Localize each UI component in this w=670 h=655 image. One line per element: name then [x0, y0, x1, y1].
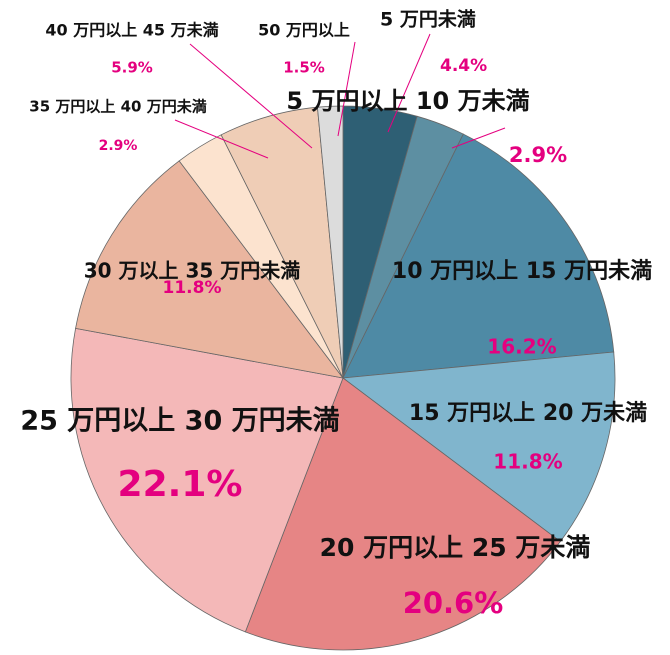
leader-line [189, 43, 313, 149]
slice-label: 35 万円以上 40 万円未満 [29, 98, 206, 116]
pie-slice [75, 160, 344, 379]
slice-label: 30 万以上 35 万円未満 [84, 259, 301, 283]
slice-label: 15 万円以上 20 万未満 [409, 400, 647, 426]
slice-percent-label: 20.6% [403, 586, 504, 620]
slice-percent-label: 2.9% [99, 138, 138, 154]
pie-slice [342, 133, 615, 379]
slice-label: 25 万円以上 30 万円未満 [20, 406, 339, 437]
leader-line [451, 127, 506, 149]
slice-percent-label: 11.8% [493, 450, 562, 474]
slice-label: 20 万円以上 25 万未満 [320, 533, 591, 562]
slice-percent-label: 22.1% [118, 464, 243, 505]
slice-percent-label: 2.9% [509, 143, 567, 167]
slice-label: 50 万円以上 [258, 21, 350, 40]
pie-slice [70, 327, 344, 633]
slice-label: 40 万円以上 45 万未満 [45, 21, 218, 40]
slice-label: 5 万円未満 [380, 8, 476, 31]
slice-label: 5 万円以上 10 万未満 [286, 87, 529, 115]
slice-percent-label: 16.2% [487, 335, 556, 359]
slice-percent-label: 5.9% [111, 59, 153, 77]
pie-slice [244, 377, 561, 651]
slice-percent-label: 11.8% [163, 278, 222, 298]
leader-line [337, 41, 356, 137]
pie-slice [341, 351, 616, 543]
slice-label: 10 万円以上 15 万円未満 [392, 258, 652, 284]
slice-percent-label: 1.5% [283, 59, 325, 77]
leader-line [174, 119, 269, 159]
leader-line [387, 33, 431, 133]
slice-percent-label: 4.4% [440, 56, 487, 76]
